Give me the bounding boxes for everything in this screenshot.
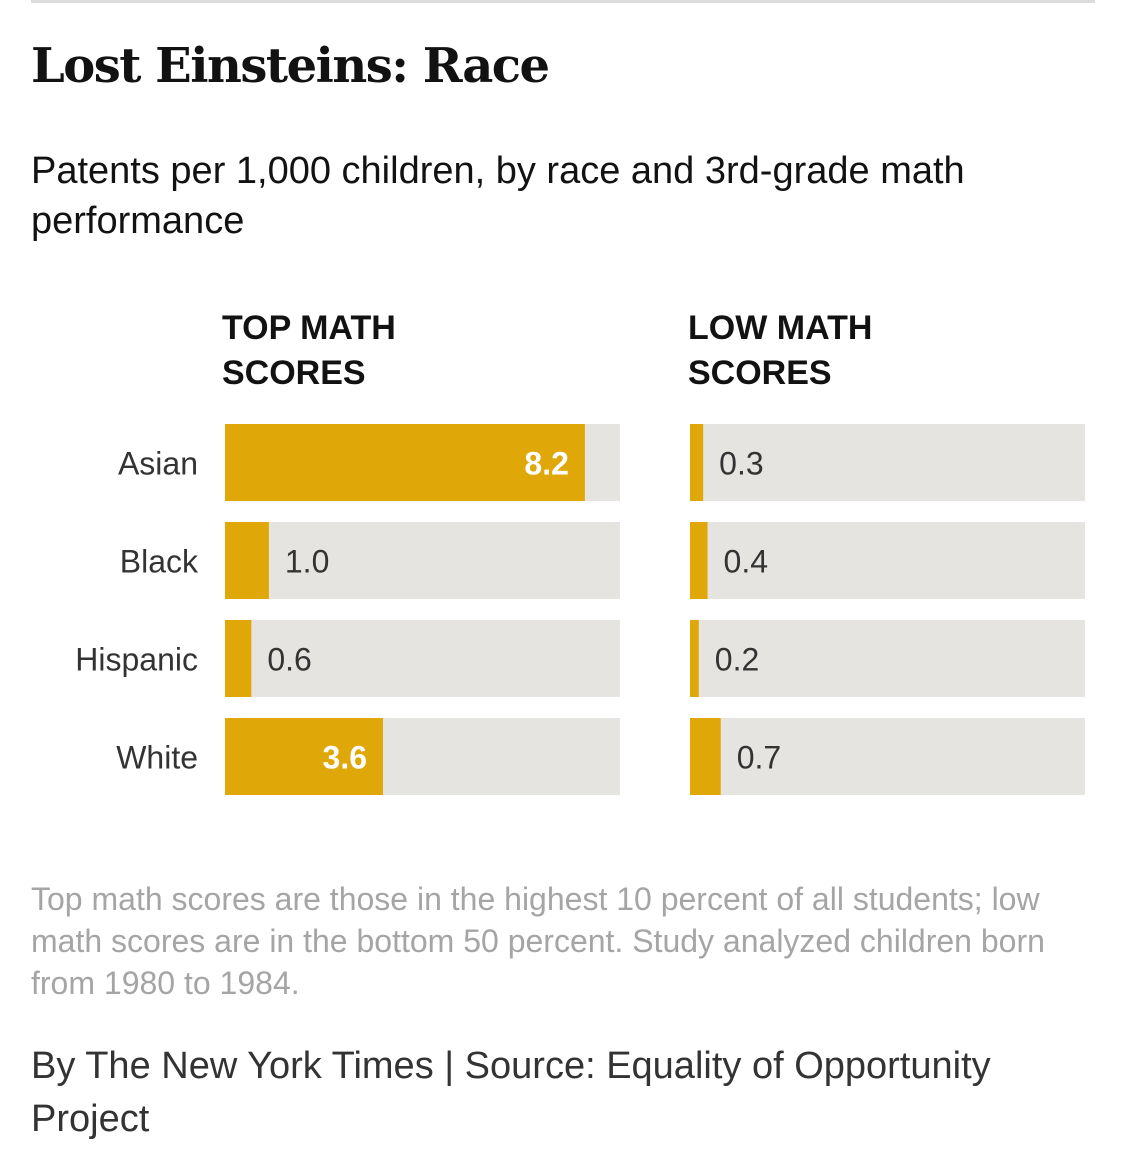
data-label-low-white: 0.7: [737, 740, 781, 776]
category-label-white: White: [116, 740, 198, 776]
bar-track-low-asian: [690, 424, 1085, 501]
data-label-low-asian: 0.3: [719, 446, 763, 482]
data-label-top-asian: 8.2: [524, 446, 568, 482]
bar-top-asian: [225, 424, 585, 501]
data-label-top-black: 1.0: [285, 544, 329, 580]
chart-subtitle: Patents per 1,000 children, by race and …: [31, 150, 965, 242]
bar-top-black: [225, 522, 269, 599]
bar-track-top-asian: [225, 424, 620, 501]
bar-low-hispanic: [690, 620, 699, 697]
bar-top-hispanic: [225, 620, 252, 697]
bar-low-asian: [690, 424, 704, 501]
category-label-black: Black: [120, 544, 199, 580]
panel-title-low-math: LOW MATH SCORES: [688, 309, 873, 392]
data-label-top-white: 3.6: [323, 740, 367, 776]
bar-track-top-black: [225, 522, 620, 599]
bar-track-top-hispanic: [225, 620, 620, 697]
chart-title: Lost Einsteins: Race: [31, 38, 550, 94]
data-label-low-hispanic: 0.2: [715, 642, 759, 678]
bar-track-top-white: [225, 718, 620, 795]
bar-low-black: [690, 522, 708, 599]
data-label-low-black: 0.4: [724, 544, 768, 580]
bar-track-low-hispanic: [690, 620, 1085, 697]
category-label-asian: Asian: [118, 446, 198, 482]
bar-top-white: [225, 718, 383, 795]
bar-track-low-white: [690, 718, 1085, 795]
top-rule: [31, 0, 1095, 3]
bar-low-white: [690, 718, 721, 795]
chart-credit: By The New York Times | Source: Equality…: [31, 1045, 991, 1140]
chart-note: Top math scores are those in the highest…: [31, 881, 1045, 1001]
panel-title-top-math: TOP MATH SCORES: [222, 309, 396, 392]
category-label-hispanic: Hispanic: [75, 642, 198, 678]
bar-track-low-black: [690, 522, 1085, 599]
data-label-top-hispanic: 0.6: [267, 642, 311, 678]
